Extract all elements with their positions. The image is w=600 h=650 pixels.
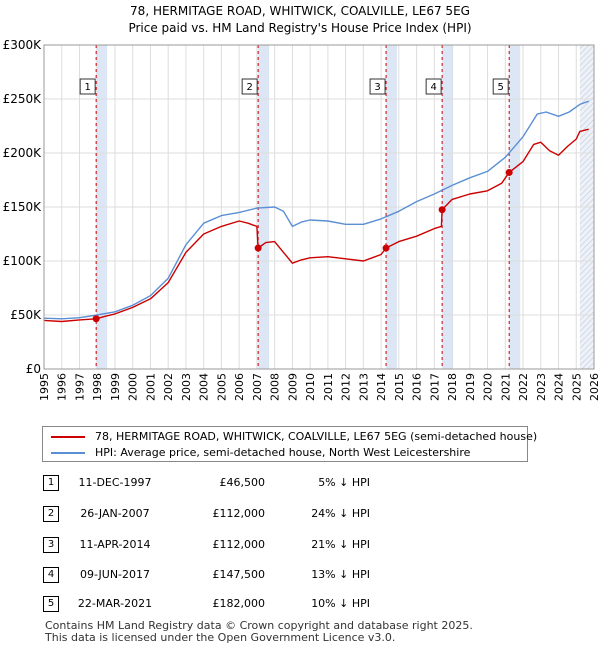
x-tick-label: 2024 — [553, 373, 566, 401]
y-tick-label: £50K — [10, 308, 42, 322]
x-tick-label: 2007 — [251, 373, 264, 401]
x-tick-label: 2006 — [233, 373, 246, 401]
sale-point — [92, 315, 100, 323]
sale-date: 11-DEC-1997 — [78, 476, 152, 489]
chart-subtitle: Price paid vs. HM Land Registry's House … — [128, 21, 472, 35]
sale-date: 26-JAN-2007 — [80, 507, 150, 520]
sale-label-box — [241, 78, 258, 95]
sale-label-box — [492, 78, 509, 95]
legend-swatch-property — [51, 436, 85, 438]
table-row: 1 11-DEC-1997 £46,500 5% ↓ HPI — [0, 474, 600, 494]
sale-number-badge: 4 — [43, 567, 59, 583]
sale-label-number: 1 — [84, 82, 90, 93]
x-tick-label: 2022 — [517, 373, 530, 401]
chart-title: 78, HERMITAGE ROAD, WHITWICK, COALVILLE,… — [130, 4, 470, 18]
sale-point — [505, 168, 513, 176]
sale-label-box — [369, 78, 386, 95]
x-tick-label: 2025 — [570, 373, 583, 401]
x-tick-label: 2005 — [215, 373, 228, 401]
x-tick-label: 2000 — [127, 373, 140, 401]
y-tick-label: £250K — [3, 92, 43, 106]
sale-label-number: 5 — [498, 82, 504, 93]
table-row: 5 22-MAR-2021 £182,000 10% ↓ HPI — [0, 595, 600, 615]
x-tick-label: 2016 — [411, 373, 424, 401]
x-tick-label: 2010 — [304, 373, 317, 401]
x-tick-label: 1997 — [73, 373, 86, 401]
legend: 78, HERMITAGE ROAD, WHITWICK, COALVILLE,… — [42, 426, 537, 462]
sale-point — [382, 244, 390, 252]
sale-label-number: 2 — [246, 82, 252, 93]
sale-number-badge: 1 — [43, 475, 59, 491]
x-tick-label: 2001 — [144, 373, 157, 401]
y-tick-label: £100K — [3, 254, 43, 268]
x-tick-label: 2008 — [269, 373, 282, 401]
x-tick-label: 2023 — [535, 373, 548, 401]
table-row: 4 09-JUN-2017 £147,500 13% ↓ HPI — [0, 566, 600, 586]
x-tick-label: 1996 — [56, 373, 69, 401]
table-row: 2 26-JAN-2007 £112,000 24% ↓ HPI — [0, 505, 600, 525]
x-tick-label: 2021 — [499, 373, 512, 401]
sale-hpi-diff: 5% ↓ HPI — [318, 476, 370, 489]
sale-price: £46,500 — [219, 476, 266, 489]
x-tick-label: 1995 — [38, 373, 51, 401]
plot-frame — [43, 44, 595, 370]
y-tick-label: £300K — [3, 38, 43, 52]
table-row: 3 11-APR-2014 £112,000 21% ↓ HPI — [0, 536, 600, 556]
sale-number-badge: 5 — [43, 596, 59, 612]
x-tick-label: 2017 — [428, 373, 441, 401]
sale-hpi-diff: 24% ↓ HPI — [311, 507, 370, 520]
x-tick-label: 2004 — [198, 373, 211, 401]
legend-swatch-hpi — [51, 452, 85, 454]
legend-label-property: 78, HERMITAGE ROAD, WHITWICK, COALVILLE,… — [95, 430, 538, 443]
x-tick-label: 2003 — [180, 373, 193, 401]
sale-label-box — [79, 78, 96, 95]
x-tick-label: 2014 — [375, 373, 388, 401]
sale-price: £112,000 — [212, 538, 266, 551]
x-tick-label: 2020 — [482, 373, 495, 401]
sale-number-badge: 2 — [43, 506, 59, 522]
sale-point — [438, 206, 446, 214]
legend-label-hpi: HPI: Average price, semi-detached house,… — [95, 446, 471, 459]
footer-license: This data is licensed under the Open Gov… — [45, 631, 396, 644]
x-tick-label: 1999 — [109, 373, 122, 401]
footer-copyright: Contains HM Land Registry data © Crown c… — [45, 619, 473, 632]
sale-date: 11-APR-2014 — [79, 538, 151, 551]
sale-price: £147,500 — [212, 568, 266, 581]
x-tick-label: 2019 — [464, 373, 477, 401]
x-tick-label: 1998 — [91, 373, 104, 401]
sale-price: £112,000 — [212, 507, 266, 520]
hpi-series-line — [43, 100, 589, 320]
sale-hpi-diff: 10% ↓ HPI — [311, 597, 370, 610]
x-tick-label: 2009 — [286, 373, 299, 401]
x-tick-label: 2018 — [446, 373, 459, 401]
sale-price: £182,000 — [212, 597, 266, 610]
x-tick-label: 2002 — [162, 373, 175, 401]
sale-point — [254, 244, 262, 252]
sale-hpi-diff: 21% ↓ HPI — [311, 538, 370, 551]
sale-label-box — [425, 78, 442, 95]
property-series-line — [43, 128, 589, 323]
sale-label-number: 4 — [430, 82, 436, 93]
price-chart: 1 2 3 4 5 £0 £50K £100K £150K £200K £250K £300K 1995… — [3, 38, 600, 401]
y-tick-label: £0 — [26, 362, 41, 376]
y-tick-label: £150K — [3, 200, 43, 214]
y-tick-label: £200K — [3, 146, 43, 160]
sale-number-badge: 3 — [43, 537, 59, 553]
sale-label-number: 3 — [374, 82, 380, 93]
sale-date: 09-JUN-2017 — [79, 568, 151, 581]
x-tick-label: 2015 — [393, 373, 406, 401]
sale-hpi-diff: 13% ↓ HPI — [311, 568, 370, 581]
x-tick-label: 2013 — [357, 373, 370, 401]
sale-date: 22-MAR-2021 — [77, 597, 153, 610]
x-tick-label: 2012 — [340, 373, 353, 401]
x-tick-label: 2026 — [588, 373, 600, 401]
x-tick-label: 2011 — [322, 373, 335, 401]
